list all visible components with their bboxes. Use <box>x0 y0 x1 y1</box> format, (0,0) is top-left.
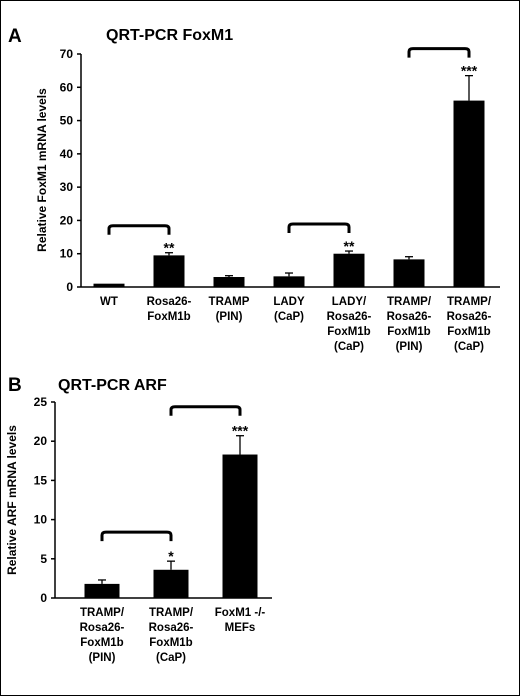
panel-b-y-tick-label: 15 <box>34 473 48 487</box>
panel-b-category-label-line: (CaP) <box>156 652 186 664</box>
panel-a-category-label-line: FoxM1b <box>147 311 190 323</box>
panel-a-category-label-line: (PIN) <box>396 341 423 353</box>
panel-b-category-label-line: MEFs <box>225 622 256 634</box>
panel-a-y-axis-label: Relative FoxM1 mRNA levels <box>35 88 49 252</box>
panel-a-letter: A <box>8 26 22 47</box>
panel-a-category-label-line: Rosa26- <box>387 311 432 323</box>
panel-b-significance-bracket <box>100 530 173 542</box>
panel-a-y-tick-label: 30 <box>60 180 74 194</box>
panel-a-category-label-line: Rosa26- <box>447 311 492 323</box>
panel-b-y-tick-label: 10 <box>34 513 48 527</box>
panel-b-bar <box>84 583 120 598</box>
panel-b-letter: B <box>8 375 22 396</box>
panel-a-significance-bracket <box>287 222 351 234</box>
panel-a-category-label: TRAMP (PIN) <box>209 296 250 323</box>
panel-a-category-label-line: LADY <box>273 296 305 308</box>
panel-a-category-label-line: TRAMP/ <box>387 296 432 308</box>
panel-a-title: QRT-PCR FoxM1 <box>106 27 233 44</box>
panel-a-bar <box>333 253 365 287</box>
panel-b-category-label-line: FoxM1b <box>149 637 192 649</box>
panel-b-category-label-line: FoxM1 -/- <box>215 607 266 619</box>
panel-a-category-label-line: Rosa26- <box>327 311 372 323</box>
panel-a-category-label: WT <box>100 296 118 308</box>
panel-a-category-label: LADY (CaP) <box>273 296 305 323</box>
panel-b-category-label: TRAMP/Rosa26- FoxM1b (CaP) <box>149 607 194 664</box>
panel-a-y-tick-label: 0 <box>66 280 73 294</box>
panel-a-y-tick-label: 60 <box>60 80 74 94</box>
panel-a-category-label: TRAMP/Rosa26- FoxM1b (PIN) <box>387 296 432 353</box>
panel-a-category-label: Rosa26- FoxM1b <box>147 296 192 323</box>
panel-b-title: QRT-PCR ARF <box>58 377 167 394</box>
panel-b-significance-bracket <box>169 405 242 416</box>
panel-a-bar <box>93 283 125 287</box>
panel-a-bar <box>393 259 425 287</box>
panel-b-category-label-line: Rosa26- <box>80 622 125 634</box>
panel-a-category-label: TRAMP/Rosa26- FoxM1b (CaP) <box>447 296 492 353</box>
panel-b-y-tick-label: 25 <box>34 395 48 409</box>
panel-b-category-label-line: FoxM1b <box>80 637 123 649</box>
panel-b-significance-label: * <box>168 548 174 564</box>
panel-b-category-label-line: Rosa26- <box>149 622 194 634</box>
panel-a-y-tick-label: 10 <box>60 247 74 261</box>
panel-b-category-label-line: TRAMP/ <box>149 607 194 619</box>
panel-b-category-label: TRAMP/Rosa26- FoxM1b (PIN) <box>80 607 125 664</box>
panel-b-category-label-line: (PIN) <box>89 652 116 664</box>
panel-a-category-label-line: TRAMP/ <box>447 296 492 308</box>
panel-b-category-label: FoxM1 -/- MEFs <box>215 607 266 634</box>
panel-a-category-label-line: FoxM1b <box>327 326 370 338</box>
panel-a-category-label-line: LADY/ <box>332 296 367 308</box>
panel-a-category-label-line: TRAMP <box>209 296 250 308</box>
panel-a-significance-bracket <box>407 47 471 58</box>
panel-a-y-tick-label: 20 <box>60 213 74 227</box>
panel-a-category-label-line: (PIN) <box>216 311 243 323</box>
panel-b-bar <box>153 569 189 598</box>
panel-a-significance-label: ** <box>164 240 175 256</box>
panel-a-category-label-line: (CaP) <box>454 341 484 353</box>
panel-a-bar <box>213 277 245 287</box>
panel-b-y-axis-label: Relative ARF mRNA levels <box>5 425 19 575</box>
panel-b-category-label-line: TRAMP/ <box>80 607 125 619</box>
panel-b-y-tick-label: 0 <box>40 591 47 605</box>
panel-a-category-label-line: WT <box>100 296 118 308</box>
panel-a-significance-label: *** <box>461 63 478 79</box>
panel-a-category-label-line: Rosa26- <box>147 296 192 308</box>
panel-a-bar <box>273 276 305 287</box>
panel-a-y-tick-label: 70 <box>60 47 74 61</box>
panel-a-significance-label: ** <box>344 238 355 254</box>
panel-a-category-label-line: FoxM1b <box>447 326 490 338</box>
panel-a-y-tick-label: 40 <box>60 147 74 161</box>
panel-a-significance-bracket <box>107 224 171 235</box>
panel-b-y-tick-label: 20 <box>34 434 48 448</box>
panel-a-bar <box>153 255 185 287</box>
panel-b-significance-label: *** <box>232 423 249 439</box>
panel-a-y-tick-label: 50 <box>60 114 74 128</box>
panel-a-bar <box>453 100 485 287</box>
panel-a-plot: 0 10 20 30 40 50 60 70 WT ** Rosa26- FoxM1b TRAMP (PI… <box>60 47 500 353</box>
panel-b-bar <box>222 454 258 598</box>
panel-a-category-label-line: (CaP) <box>334 341 364 353</box>
panel-a-category-label-line: FoxM1b <box>387 326 430 338</box>
panel-a-category-label-line: (CaP) <box>274 311 304 323</box>
panel-a-category-label: LADY/Rosa26- FoxM1b (CaP) <box>327 296 372 353</box>
panel-b-y-tick-label: 5 <box>40 552 47 566</box>
panel-b-plot: 0 5 10 15 20 25 TRAMP/Rosa26- FoxM1b (PIN) * TRAMP… <box>34 395 272 664</box>
